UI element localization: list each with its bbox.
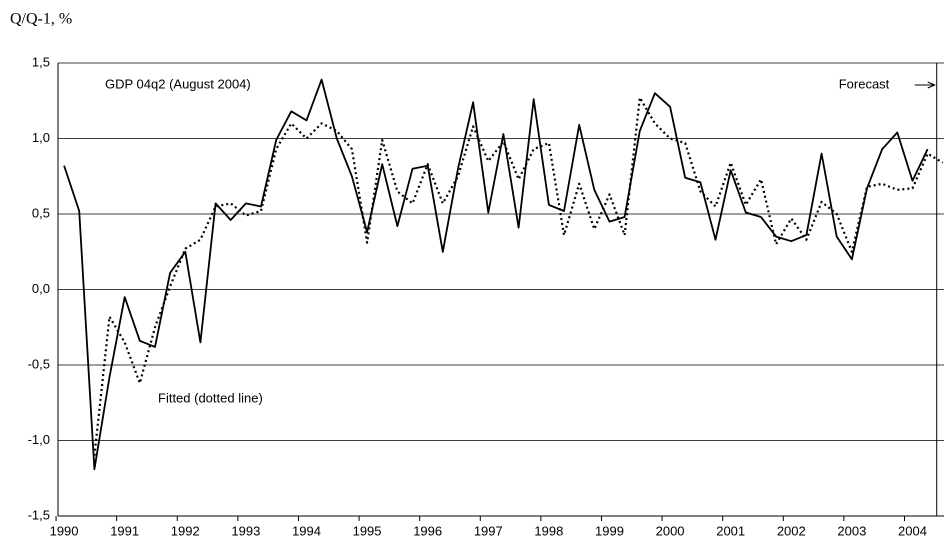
series-label: GDP 04q2 (August 2004)	[105, 76, 251, 91]
y-axis-label: Q/Q-1, %	[10, 11, 72, 28]
y-tick-label: -0,5	[28, 356, 50, 371]
series-line	[93, 96, 944, 456]
y-tick-label: -1,0	[28, 432, 50, 447]
x-tick-label: 1991	[110, 523, 139, 538]
x-tick-label: 2002	[777, 523, 806, 538]
x-tick-label: 1995	[353, 523, 382, 538]
x-tick-label: 1999	[595, 523, 624, 538]
x-tick-label: 1998	[534, 523, 563, 538]
x-tick-label: 1992	[171, 523, 200, 538]
x-tick-label: 1996	[413, 523, 442, 538]
x-tick-label: 1997	[474, 523, 503, 538]
y-tick-label: -1,5	[28, 507, 50, 522]
x-tick-label: 1994	[292, 523, 321, 538]
series-label: Fitted (dotted line)	[158, 390, 263, 405]
series-line	[63, 78, 929, 471]
x-tick-label: 2004	[898, 523, 927, 538]
x-tick-label: 2001	[716, 523, 745, 538]
x-tick-label: 1990	[50, 523, 79, 538]
x-tick-label: 1993	[231, 523, 260, 538]
forecast-label: Forecast	[839, 76, 890, 91]
x-tick-label: 2003	[837, 523, 866, 538]
y-tick-label: 0,5	[32, 205, 50, 220]
y-tick-label: 1,5	[32, 54, 50, 69]
y-tick-label: 0,0	[32, 281, 50, 296]
y-tick-label: 1,0	[32, 130, 50, 145]
x-tick-label: 2000	[656, 523, 685, 538]
